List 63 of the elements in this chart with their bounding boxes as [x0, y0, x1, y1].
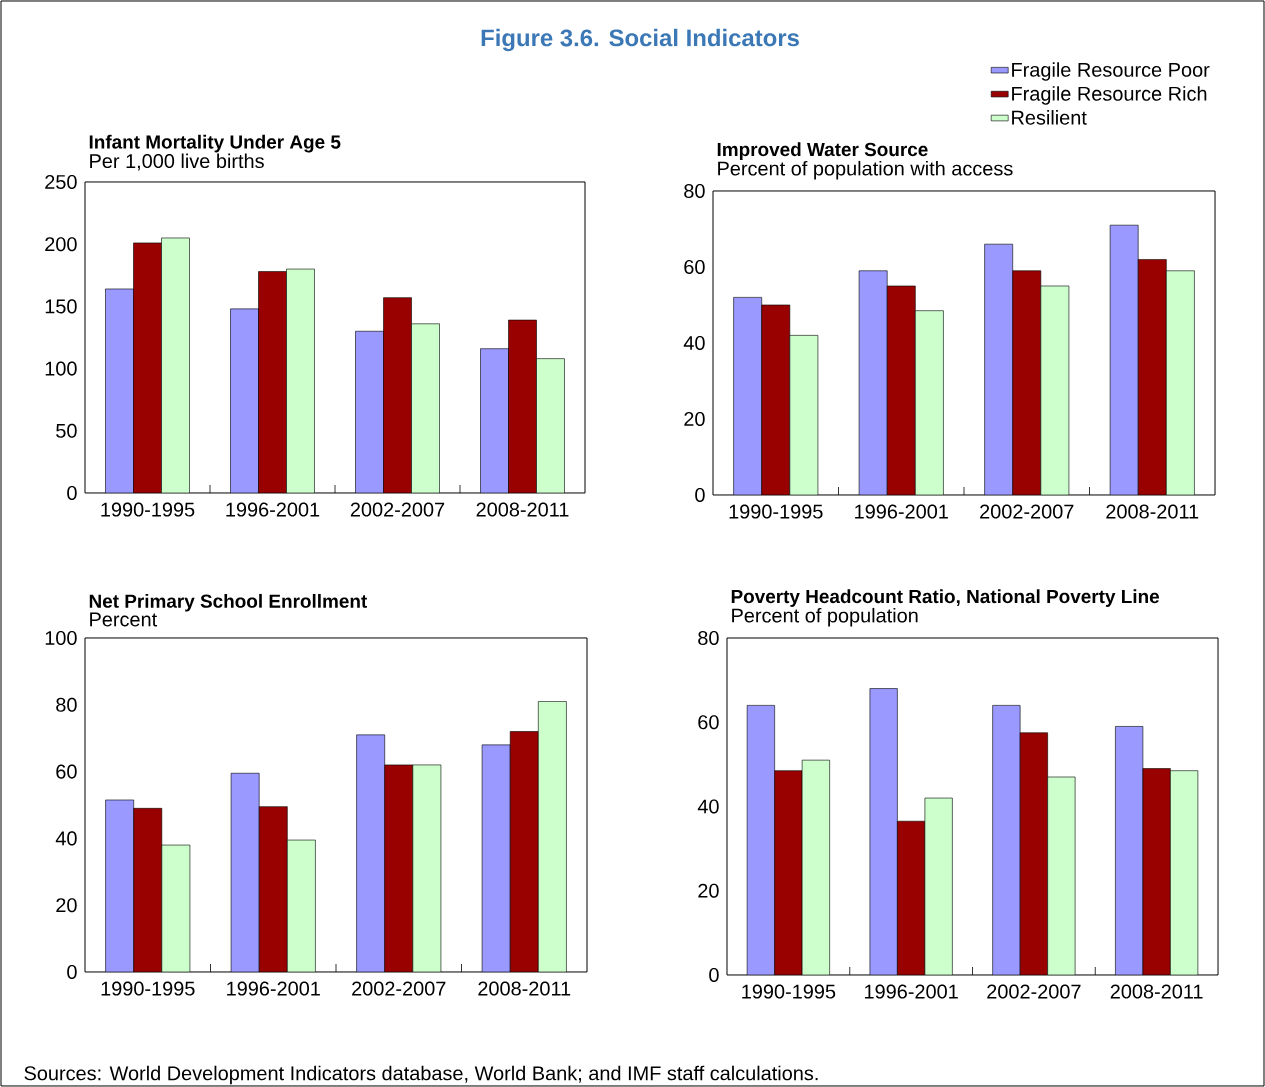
chart-title: Poverty Headcount Ratio, National Poverty Line — [731, 589, 1160, 607]
x-tick-label: 2002-2007 — [980, 504, 1074, 519]
x-tick-label: 1996-2001 — [226, 502, 320, 517]
y-tick-label: 0 — [695, 487, 705, 503]
chart-subtitle: Percent — [90, 612, 158, 627]
y-tick-label: 60 — [684, 259, 705, 275]
chart-subtitle: Percent of population — [732, 607, 918, 627]
y-tick-label: 20 — [56, 898, 77, 913]
y-tick-label: 100 — [45, 630, 77, 646]
y-tick-label: 40 — [683, 335, 705, 351]
y-tick-label: 20 — [684, 411, 705, 427]
x-tick-label: 2002-2007 — [350, 502, 445, 517]
y-tick-label: 150 — [45, 299, 77, 314]
x-tick-label: 1990-1995 — [101, 981, 195, 996]
x-tick-label: 2008-2011 — [1110, 984, 1203, 999]
bar — [746, 705, 775, 975]
bar — [1115, 726, 1144, 975]
y-tick-label: 80 — [684, 183, 705, 199]
chart-subtitle: Percent of population with access — [718, 160, 1013, 180]
x-tick-label: 1996-2001 — [855, 504, 948, 519]
x-tick-label: 2002-2007 — [987, 984, 1081, 999]
y-tick-label: 0 — [67, 485, 77, 501]
legend-label: Fragile Resource Poor — [1012, 62, 1210, 81]
bar — [858, 270, 888, 495]
y-tick-label: 80 — [56, 697, 77, 712]
bar — [733, 297, 763, 495]
y-tick-label: 0 — [709, 967, 719, 983]
bar — [984, 243, 1014, 495]
bar — [801, 759, 830, 975]
legend-label: Fragile Resource Rich — [1012, 86, 1207, 105]
x-tick-label: 1990-1995 — [742, 984, 836, 999]
x-tick-label: 1990-1995 — [101, 502, 195, 517]
y-tick-label: 50 — [56, 423, 77, 438]
x-tick-label: 1996-2001 — [865, 984, 958, 999]
source-note: Sources: World Development Indicators database, World Bank; and IMF staff calculations. — [24, 1065, 818, 1085]
y-tick-label: 80 — [698, 630, 719, 646]
legend-label: Resilient — [1012, 110, 1087, 125]
x-tick-label: 2008-2011 — [476, 502, 569, 517]
x-tick-label: 1996-2001 — [227, 981, 320, 996]
x-tick-label: 2008-2011 — [1106, 504, 1199, 519]
chart-subtitle: Per 1,000 live births — [90, 153, 264, 171]
bar — [1170, 770, 1199, 975]
x-tick-label: 2002-2007 — [352, 981, 446, 996]
x-tick-label: 1990-1995 — [729, 504, 823, 519]
bar — [1109, 224, 1139, 495]
y-tick-label: 60 — [56, 764, 77, 779]
y-tick-label: 100 — [45, 361, 77, 376]
y-tick-label: 40 — [697, 799, 719, 814]
y-tick-label: 250 — [45, 174, 77, 190]
y-tick-label: 20 — [698, 883, 719, 898]
y-tick-label: 40 — [55, 831, 77, 846]
text: Figure 3.6. Social Indicators — [481, 28, 799, 52]
bar — [924, 797, 953, 975]
chart-title: Improved Water Source — [717, 142, 928, 160]
chart-title: Infant Mortality Under Age 5 — [89, 134, 341, 153]
bar — [992, 705, 1021, 975]
chart-title: Net Primary School Enrollment — [89, 593, 368, 612]
y-tick-label: 60 — [698, 715, 719, 730]
bar — [1047, 776, 1076, 975]
bar — [869, 688, 898, 975]
y-tick-label: 0 — [67, 964, 77, 980]
y-tick-label: 200 — [45, 237, 77, 252]
x-tick-label: 2008-2011 — [478, 981, 571, 996]
